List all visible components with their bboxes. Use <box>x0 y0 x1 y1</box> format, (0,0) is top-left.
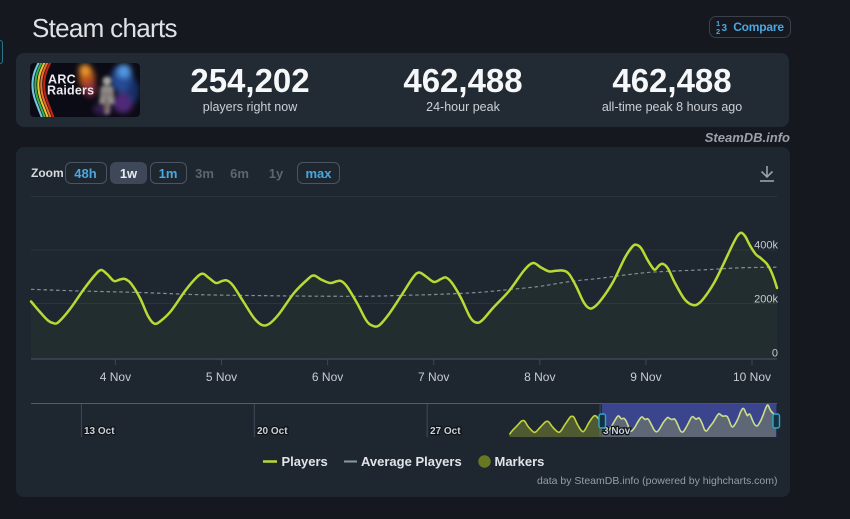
svg-text:Raiders: Raiders <box>47 84 94 98</box>
svg-text:3: 3 <box>722 23 728 34</box>
svg-text:2: 2 <box>716 27 720 35</box>
svg-text:1: 1 <box>716 19 720 28</box>
svg-text:ARC: ARC <box>48 73 76 87</box>
